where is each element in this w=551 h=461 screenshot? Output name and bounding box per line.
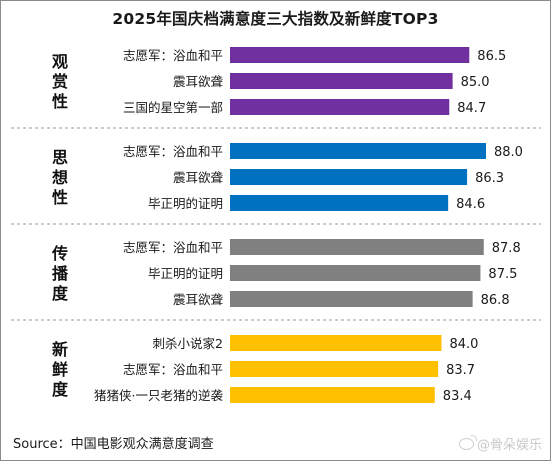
group-label-char: 度 [52,284,69,303]
group-label-char: 性 [52,188,68,207]
category-label: 毕正明的证明 [148,196,223,211]
bar [230,73,453,89]
value-label: 83.7 [446,363,475,378]
category-label: 震耳欲聋 [173,74,224,89]
bar [230,195,449,211]
group-label-char: 观 [52,52,68,71]
value-label: 88.0 [494,145,523,160]
value-label: 87.5 [488,267,517,282]
category-label: 毕正明的证明 [148,266,223,281]
category-label: 志愿军：浴血和平 [123,144,223,159]
bar [230,265,481,281]
group-label-char: 鲜 [52,360,68,379]
category-label: 志愿军：浴血和平 [123,362,223,377]
category-label: 震耳欲聋 [173,170,224,185]
value-label: 83.4 [443,389,472,404]
bar [230,239,484,255]
value-label: 84.0 [449,337,478,352]
group-label-char: 度 [52,380,69,399]
category-label: 三国的星空第一部 [123,100,223,115]
bar [230,169,468,185]
group-label-char: 新 [52,340,68,359]
value-label: 87.8 [492,241,521,256]
value-label: 86.5 [477,49,506,64]
bar [230,99,450,115]
bar [230,335,442,351]
value-label: 85.0 [461,75,490,90]
bar [230,361,439,377]
group-label-char: 想 [51,168,68,187]
group-label-char: 性 [52,92,68,111]
bar [230,47,470,63]
weibo-icon [459,434,477,450]
value-label: 84.7 [457,101,486,116]
value-label: 86.8 [481,293,510,308]
chart-title: 2025年国庆档满意度三大指数及新鲜度TOP3 [112,10,439,28]
group-label-char: 思 [52,148,68,167]
bar [230,387,435,403]
watermark: @骨朵娱乐 [459,434,542,453]
category-label: 震耳欲聋 [173,292,224,307]
category-label: 志愿军：浴血和平 [123,240,223,255]
value-label: 86.3 [475,171,504,186]
group-label-char: 播 [52,264,69,283]
group-label-char: 传 [51,244,68,263]
group-label-char: 赏 [52,72,68,91]
value-label: 84.6 [456,197,485,212]
watermark-text: @骨朵娱乐 [477,438,543,453]
category-label: 志愿军：浴血和平 [123,48,223,63]
category-label: 刺杀小说家2 [153,336,223,351]
bar [230,143,486,159]
source-note: Source：中国电影观众满意度调查 [13,437,214,452]
category-label: 猪猪侠·一只老猪的逆袭 [94,388,223,403]
bar [230,291,473,307]
